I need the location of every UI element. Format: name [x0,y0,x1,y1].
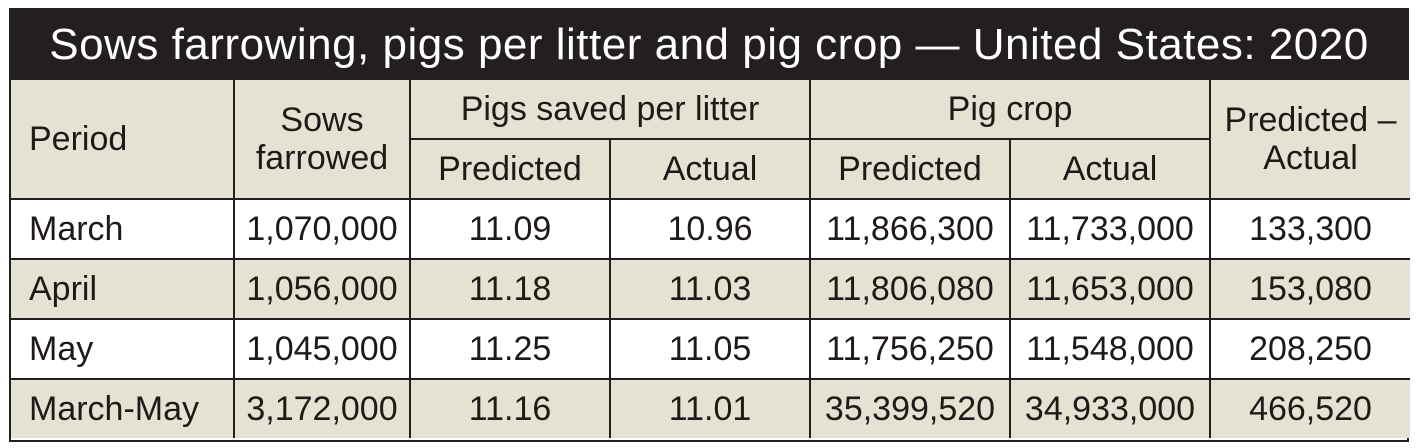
header-pigs-predicted: Predicted [410,138,611,200]
table-row: May 1,045,000 11.25 11.05 11,756,250 11,… [11,318,1411,380]
header-crop-predicted: Predicted [809,138,1011,200]
cell-pigs-predicted: 11.18 [409,258,611,320]
cell-pigs-actual: 11.05 [609,318,811,380]
cell-period: April [11,258,235,320]
cell-period: March-May [11,378,235,438]
table-row: April 1,056,000 11.18 11.03 11,806,080 1… [11,258,1411,320]
header-crop-actual: Actual [1008,138,1211,200]
table-header: Period Sows farrowed Pigs saved per litt… [11,80,1411,200]
header-sows-line2: farrowed [255,139,389,177]
cell-pigs-actual: 11.01 [609,378,811,438]
header-sows-farrowed: Sows farrowed [233,80,411,200]
header-pigs-actual: Actual [609,138,811,200]
data-table-container: Sows farrowing, pigs per litter and pig … [9,8,1411,442]
cell-crop-predicted: 11,866,300 [809,198,1011,260]
cell-crop-actual: 11,548,000 [1008,318,1212,380]
cell-crop-predicted: 11,756,250 [809,318,1011,380]
cell-difference: 133,300 [1209,198,1411,260]
table-title: Sows farrowing, pigs per litter and pig … [11,10,1407,80]
cell-pigs-predicted: 11.09 [409,198,611,260]
cell-difference: 208,250 [1209,318,1411,380]
cell-crop-actual: 11,653,000 [1008,258,1212,320]
cell-sows-farrowed: 1,045,000 [233,318,411,380]
header-sows-line1: Sows [280,101,364,139]
table-row: March 1,070,000 11.09 10.96 11,866,300 1… [11,198,1411,260]
cell-period: March [11,198,235,260]
cell-sows-farrowed: 1,070,000 [233,198,411,260]
header-diff-line1: Predicted – [1224,101,1397,139]
table-row: March-May 3,172,000 11.16 11.01 35,399,5… [11,378,1411,438]
cell-period: May [11,318,235,380]
cell-sows-farrowed: 3,172,000 [233,378,411,438]
cell-pigs-predicted: 11.25 [409,318,611,380]
cell-crop-predicted: 11,806,080 [809,258,1011,320]
cell-sows-farrowed: 1,056,000 [233,258,411,320]
table-body: March 1,070,000 11.09 10.96 11,866,300 1… [11,198,1411,438]
cell-difference: 466,520 [1209,378,1411,438]
cell-pigs-predicted: 11.16 [409,378,611,438]
header-pigs-saved-per-litter: Pigs saved per litter [409,80,811,140]
header-predicted-minus-actual: Predicted – Actual [1209,80,1411,200]
header-pig-crop: Pig crop [808,80,1212,140]
cell-crop-predicted: 35,399,520 [809,378,1011,438]
cell-pigs-actual: 10.96 [609,198,811,260]
cell-pigs-actual: 11.03 [609,258,811,320]
cell-crop-actual: 34,933,000 [1008,378,1212,438]
cell-difference: 153,080 [1209,258,1411,320]
cell-crop-actual: 11,733,000 [1008,198,1212,260]
header-diff-line2: Actual [1263,139,1358,177]
header-period: Period [11,80,235,200]
data-table: Period Sows farrowed Pigs saved per litt… [11,80,1411,438]
